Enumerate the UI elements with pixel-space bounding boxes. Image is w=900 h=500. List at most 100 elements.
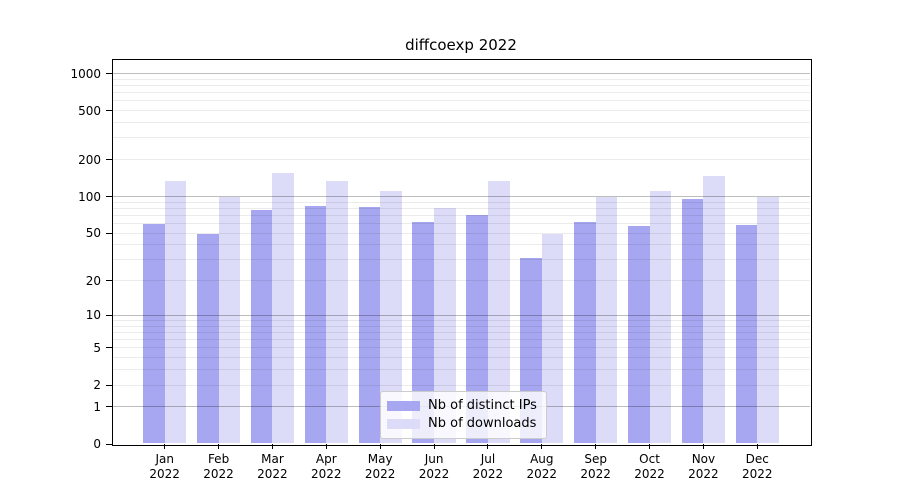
- legend-swatch-downloads: [387, 419, 420, 429]
- legend-item-downloads: Nb of downloads: [387, 415, 537, 433]
- gridline-minor: [112, 347, 810, 349]
- gridline-major: [112, 314, 810, 316]
- gridline-minor: [112, 110, 810, 112]
- gridline-minor: [112, 325, 810, 327]
- chart-title: diffcoexp 2022: [405, 36, 517, 54]
- bar-downloads-apr: [326, 181, 348, 444]
- legend-label-distinct-ips: Nb of distinct IPs: [428, 398, 537, 413]
- bar-downloads-nov: [703, 175, 726, 444]
- x-tick-label: Jan 2022: [149, 452, 180, 481]
- y-tick-mark: [106, 384, 112, 386]
- x-tick-label: Oct 2022: [634, 452, 665, 481]
- x-tick-label: Jul 2022: [472, 452, 504, 481]
- y-tick-label: 200: [78, 152, 101, 167]
- y-tick-mark: [106, 347, 112, 349]
- gridline-minor: [112, 201, 810, 203]
- y-tick-label: 50: [85, 226, 101, 241]
- gridline-minor: [112, 339, 810, 341]
- x-tick-mark: [325, 444, 327, 449]
- x-tick-mark: [271, 444, 273, 449]
- y-tick-mark: [106, 73, 112, 75]
- y-tick-mark: [106, 314, 112, 316]
- gridline-minor: [112, 331, 810, 333]
- gridline-minor: [112, 84, 810, 86]
- bar-downloads-may: [380, 191, 402, 444]
- bar-distinct-ips-oct: [627, 226, 650, 444]
- bar-downloads-mar: [272, 173, 295, 444]
- gridline-minor: [112, 92, 810, 94]
- y-tick-label: 1000: [70, 66, 101, 81]
- gridline-minor: [112, 280, 810, 282]
- bar-downloads-jun: [434, 208, 456, 444]
- y-tick-mark: [106, 159, 112, 161]
- gridline-minor: [112, 244, 810, 246]
- x-tick-label: Aug 2022: [526, 452, 558, 481]
- x-tick-mark: [379, 444, 381, 449]
- legend-swatch-distinct-ips: [387, 401, 420, 411]
- gridline-minor: [112, 100, 810, 102]
- x-tick-label: Feb 2022: [203, 452, 234, 481]
- bar-downloads-sep: [595, 196, 618, 444]
- bar-distinct-ips-jan: [143, 223, 165, 444]
- gridline-major: [112, 73, 810, 75]
- gridline-minor: [112, 137, 810, 139]
- gridline-minor: [112, 159, 810, 161]
- bar-distinct-ips-sep: [574, 221, 596, 444]
- bar-distinct-ips-mar: [250, 209, 273, 444]
- bar-downloads-jul: [487, 181, 510, 444]
- y-tick-mark: [106, 443, 112, 445]
- y-tick-mark: [106, 232, 112, 234]
- bar-downloads-aug: [541, 234, 564, 444]
- gridline-minor: [112, 357, 810, 359]
- x-tick-mark: [702, 444, 704, 449]
- gridline-major: [112, 196, 810, 198]
- bar-distinct-ips-apr: [304, 205, 327, 444]
- y-tick-label: 1: [93, 399, 101, 414]
- bar-downloads-oct: [649, 191, 672, 444]
- bar-distinct-ips-feb: [196, 234, 219, 444]
- bar-distinct-ips-may: [358, 207, 381, 444]
- bar-downloads-jan: [164, 180, 187, 444]
- x-tick-mark: [541, 444, 543, 449]
- legend: Nb of distinct IPs Nb of downloads: [380, 391, 547, 439]
- x-tick-mark: [433, 444, 435, 449]
- bar-distinct-ips-jun: [412, 221, 435, 444]
- x-tick-label: May 2022: [364, 452, 396, 481]
- bar-distinct-ips-dec: [735, 225, 758, 444]
- gridline-minor: [112, 320, 810, 322]
- bar-downloads-dec: [757, 196, 779, 444]
- legend-item-distinct-ips: Nb of distinct IPs: [387, 397, 537, 415]
- gridline-minor: [112, 384, 810, 386]
- gridline-minor: [112, 207, 810, 209]
- x-tick-label: Jun 2022: [418, 452, 450, 481]
- y-tick-label: 0: [93, 437, 101, 451]
- y-tick-label: 500: [78, 103, 101, 118]
- x-tick-label: Nov 2022: [688, 452, 719, 481]
- gridline-minor: [112, 214, 810, 216]
- x-tick-label: Apr 2022: [311, 452, 342, 481]
- y-tick-label: 10: [85, 308, 101, 323]
- legend-label-downloads: Nb of downloads: [428, 416, 537, 431]
- bar-distinct-ips-jul: [466, 215, 488, 444]
- y-tick-mark: [106, 196, 112, 198]
- x-tick-label: Mar 2022: [257, 452, 288, 481]
- gridline-minor: [112, 223, 810, 225]
- x-tick-mark: [595, 444, 597, 449]
- y-tick-label: 2: [93, 378, 101, 393]
- y-tick-label: 5: [93, 340, 101, 355]
- x-tick-mark: [756, 444, 758, 449]
- y-tick-label: 100: [78, 189, 101, 204]
- x-tick-mark: [218, 444, 220, 449]
- x-tick-label: Dec 2022: [742, 452, 773, 481]
- gridline-minor: [112, 78, 810, 80]
- x-tick-label: Sep 2022: [580, 452, 611, 481]
- y-tick-label: 20: [85, 273, 101, 288]
- y-tick-mark: [106, 110, 112, 112]
- gridline-minor: [112, 369, 810, 371]
- x-tick-mark: [164, 444, 166, 449]
- gridline-minor: [112, 259, 810, 261]
- y-tick-mark: [106, 406, 112, 408]
- bar-downloads-feb: [218, 196, 241, 444]
- y-tick-mark: [106, 280, 112, 282]
